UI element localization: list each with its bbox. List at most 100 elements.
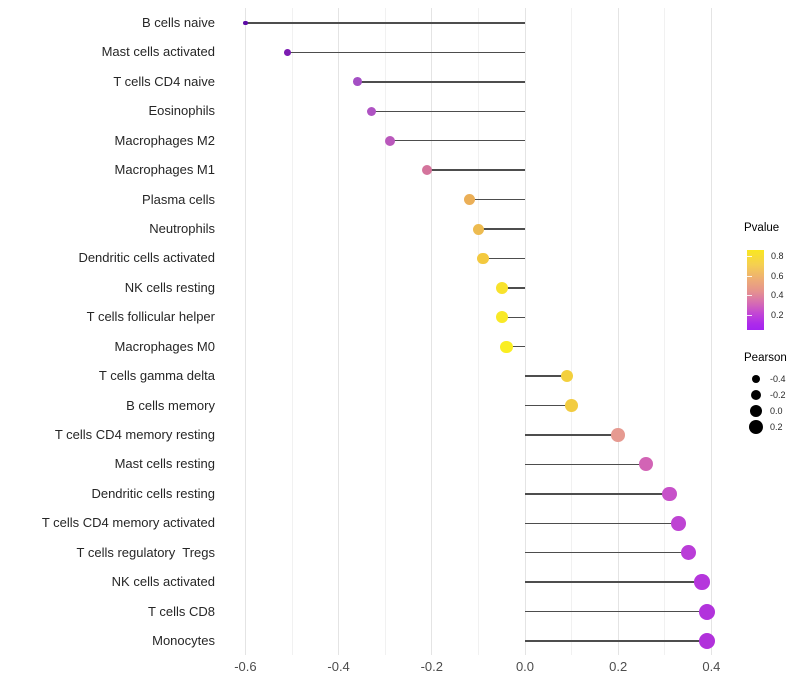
colorbar-tick-label: 0.2: [771, 309, 784, 320]
lollipop-dot: [500, 340, 513, 353]
lollipop-dot: [477, 252, 489, 265]
y-axis-label: T cells gamma delta: [98, 368, 215, 384]
lollipop-dot: [472, 223, 484, 235]
lollipop-dot: [680, 545, 696, 561]
y-axis-label: T cells regulatory Tregs: [76, 544, 215, 560]
gridline: [617, 8, 619, 655]
lollipop-line: [427, 169, 525, 171]
lollipop-dot: [560, 369, 574, 383]
pvalue-colorbar: [747, 250, 764, 330]
y-axis-label: T cells CD4 memory resting: [54, 427, 215, 443]
y-axis-label: Plasma cells: [142, 191, 215, 207]
lollipop-dot: [463, 194, 475, 206]
lollipop-line: [245, 22, 525, 24]
lollipop-line: [287, 51, 525, 54]
y-axis-label: T cells CD8: [148, 603, 215, 619]
gridline: [477, 8, 479, 655]
gridline: [524, 8, 526, 655]
lollipop-line: [506, 345, 525, 348]
lollipop-line: [501, 287, 525, 289]
lollipop-line: [525, 610, 707, 613]
lollipop-dot: [565, 399, 578, 412]
x-tick-label: 0.0: [515, 659, 535, 674]
size-legend-label: -0.4: [770, 374, 786, 384]
lollipop-line: [525, 522, 679, 525]
pearson-legend-title: Pearson: [744, 352, 787, 364]
y-axis-label: T cells CD4 naive: [113, 73, 215, 89]
lollipop-dot: [421, 164, 433, 176]
lollipop-dot: [698, 603, 715, 620]
colorbar-tick-label: 0.4: [771, 290, 784, 300]
lollipop-dot: [671, 515, 687, 531]
x-tick-label: -0.6: [234, 659, 257, 674]
gridline: [664, 8, 666, 655]
lollipop-dot: [384, 135, 395, 146]
lollipop-line: [483, 257, 525, 260]
colorbar-tick-label: 0.6: [771, 270, 784, 281]
lollipop-dot: [639, 457, 654, 472]
gridline: [431, 8, 433, 655]
colorbar-tick: [747, 314, 752, 316]
y-axis-label: Macrophages M1: [114, 162, 215, 178]
size-legend-dot: [749, 404, 763, 418]
y-axis-label: Macrophages M2: [114, 132, 215, 148]
y-axis-label: Dendritic cells resting: [91, 485, 215, 501]
gridline: [710, 8, 712, 655]
pvalue-legend-title: Pvalue: [744, 222, 780, 234]
lollipop-line: [525, 375, 567, 377]
lollipop-line: [525, 434, 619, 436]
y-axis-label: NK cells activated: [111, 574, 215, 590]
lollipop-line: [525, 551, 689, 554]
lollipop-line: [371, 110, 525, 113]
y-axis-label: T cells follicular helper: [86, 309, 215, 325]
y-axis-label: Mast cells activated: [101, 44, 215, 60]
lollipop-line: [478, 228, 525, 230]
lollipop-dot: [366, 106, 376, 116]
y-axis-label: Mast cells resting: [114, 456, 215, 472]
lollipop-line: [525, 640, 707, 642]
lollipop-line: [501, 316, 525, 319]
lollipop-line: [525, 581, 703, 583]
x-tick-label: 0.2: [609, 659, 628, 674]
gridline: [384, 8, 386, 655]
lollipop-dot: [495, 281, 508, 294]
y-axis-label: Macrophages M0: [114, 338, 215, 354]
size-legend-dot: [751, 390, 761, 400]
y-axis-label: Dendritic cells activated: [78, 250, 215, 266]
y-axis-label: Eosinophils: [148, 103, 216, 119]
x-tick-label: 0.4: [702, 659, 721, 674]
lollipop-dot: [243, 20, 248, 26]
gridline: [338, 8, 340, 655]
y-axis-label: T cells CD4 memory activated: [41, 515, 215, 531]
y-axis-label: NK cells resting: [124, 279, 215, 295]
lollipop-dot: [352, 77, 362, 87]
lollipop-dot: [698, 633, 715, 650]
colorbar-tick: [747, 295, 752, 296]
lollipop-line: [525, 404, 572, 407]
lollipop-dot: [694, 574, 710, 590]
size-legend-label: 0.0: [770, 406, 783, 416]
size-legend-label: -0.2: [770, 390, 786, 400]
gridline: [244, 8, 246, 655]
y-axis-label: B cells naive: [142, 15, 215, 30]
gridline: [291, 8, 293, 655]
size-legend-label: 0.2: [770, 422, 783, 432]
x-tick-label: -0.4: [327, 659, 350, 674]
lollipop-line: [357, 81, 525, 83]
size-legend-dot: [751, 374, 761, 384]
lollipop-dot: [662, 486, 677, 502]
lollipop-dot: [611, 428, 625, 442]
colorbar-tick: [747, 275, 752, 277]
x-tick-label: -0.2: [420, 659, 443, 674]
gridline: [571, 8, 573, 655]
y-axis-label: B cells memory: [126, 397, 215, 413]
lollipop-line: [525, 493, 670, 495]
lollipop-dot: [495, 311, 508, 324]
colorbar-tick-label: 0.8: [771, 251, 784, 261]
lollipop-line: [389, 139, 525, 142]
lollipop-line: [525, 463, 647, 466]
colorbar-tick: [747, 256, 752, 257]
size-legend-dot: [748, 419, 764, 435]
y-axis-label: Neutrophils: [149, 221, 215, 236]
